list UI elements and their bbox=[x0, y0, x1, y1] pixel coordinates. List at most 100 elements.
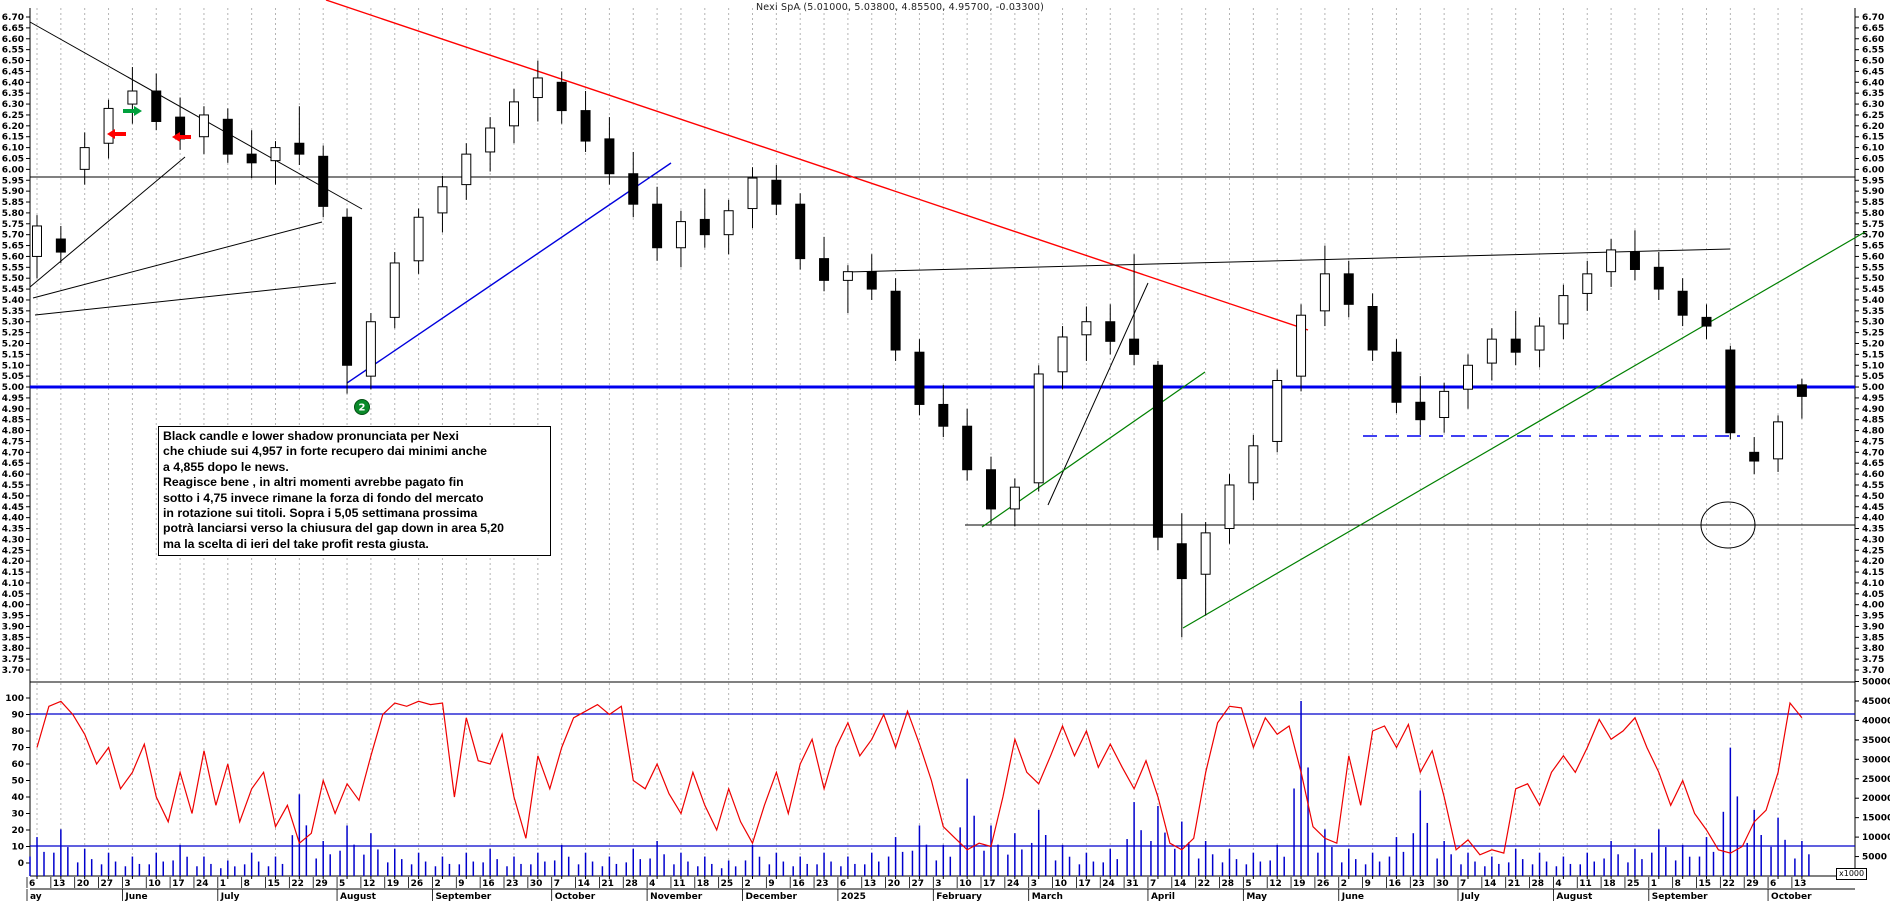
svg-text:4.45: 4.45 bbox=[2, 503, 24, 513]
month-label: March bbox=[1032, 892, 1063, 902]
candle-body bbox=[986, 469, 996, 510]
red-arrow-left bbox=[107, 129, 126, 139]
svg-text:20: 20 bbox=[77, 879, 90, 889]
svg-text:27: 27 bbox=[101, 879, 114, 889]
svg-text:26: 26 bbox=[411, 879, 424, 889]
candle-body bbox=[675, 221, 686, 249]
svg-text:6.60: 6.60 bbox=[1862, 35, 1884, 45]
svg-text:5.30: 5.30 bbox=[1862, 318, 1884, 328]
svg-text:6.45: 6.45 bbox=[2, 67, 24, 77]
svg-text:20000: 20000 bbox=[1862, 794, 1890, 804]
svg-text:5.85: 5.85 bbox=[1862, 198, 1884, 208]
svg-text:9: 9 bbox=[1365, 879, 1371, 889]
svg-text:3.85: 3.85 bbox=[2, 633, 24, 643]
svg-text:9: 9 bbox=[768, 879, 774, 889]
svg-text:4.35: 4.35 bbox=[2, 525, 24, 535]
svg-text:6.20: 6.20 bbox=[1862, 122, 1884, 132]
svg-text:3.70: 3.70 bbox=[1862, 666, 1884, 676]
svg-text:3.90: 3.90 bbox=[2, 622, 24, 632]
svg-text:4.55: 4.55 bbox=[2, 481, 24, 491]
svg-text:4.40: 4.40 bbox=[1862, 514, 1884, 524]
svg-text:6.55: 6.55 bbox=[2, 46, 24, 56]
month-label: May bbox=[1246, 892, 1267, 902]
candle-body bbox=[1796, 384, 1807, 397]
svg-text:13: 13 bbox=[1794, 879, 1807, 889]
svg-text:14: 14 bbox=[1174, 879, 1187, 889]
svg-text:3.80: 3.80 bbox=[1862, 644, 1884, 654]
blue-uptrend-aug24 bbox=[346, 162, 672, 384]
svg-text:4.35: 4.35 bbox=[1862, 525, 1884, 535]
svg-text:6.30: 6.30 bbox=[1862, 100, 1884, 110]
month-label: August bbox=[340, 892, 377, 902]
svg-text:6.30: 6.30 bbox=[2, 100, 24, 110]
candle-body bbox=[1200, 532, 1211, 575]
candle-body bbox=[699, 218, 710, 236]
svg-text:6.65: 6.65 bbox=[2, 24, 24, 34]
svg-text:22: 22 bbox=[291, 879, 304, 889]
svg-text:12: 12 bbox=[1269, 879, 1282, 889]
candle-body bbox=[151, 90, 162, 122]
svg-text:17: 17 bbox=[983, 879, 996, 889]
candle-body bbox=[1248, 445, 1259, 484]
svg-text:25: 25 bbox=[721, 879, 734, 889]
svg-text:10: 10 bbox=[959, 879, 972, 889]
svg-text:5.00: 5.00 bbox=[1862, 383, 1884, 393]
candle-body bbox=[1510, 338, 1521, 353]
svg-text:6.40: 6.40 bbox=[2, 78, 24, 88]
candle-body bbox=[1367, 305, 1378, 351]
candle-body bbox=[246, 153, 257, 164]
svg-text:3: 3 bbox=[1031, 879, 1037, 889]
svg-text:4.15: 4.15 bbox=[1862, 568, 1884, 578]
candle-body bbox=[509, 101, 519, 127]
event-marker-label: 2 bbox=[359, 403, 366, 414]
svg-text:11: 11 bbox=[673, 879, 686, 889]
svg-text:5.80: 5.80 bbox=[1862, 209, 1884, 219]
svg-text:4.40: 4.40 bbox=[2, 514, 24, 524]
red-long-downtrend bbox=[325, 0, 1309, 331]
svg-text:5.10: 5.10 bbox=[2, 361, 24, 371]
candle-body bbox=[79, 147, 90, 170]
candle-body bbox=[819, 258, 830, 281]
svg-text:7: 7 bbox=[554, 879, 560, 889]
oscillator-line bbox=[36, 700, 1803, 856]
svg-text:28: 28 bbox=[1222, 879, 1235, 889]
candle-body bbox=[1176, 543, 1187, 580]
svg-text:22: 22 bbox=[1198, 879, 1211, 889]
svg-text:4.20: 4.20 bbox=[2, 557, 24, 567]
svg-text:4.20: 4.20 bbox=[1862, 557, 1884, 567]
svg-text:20: 20 bbox=[888, 879, 901, 889]
x-axis: 6 13 20 27 3 10 17 24 1 8 15 22 29 5 12 19 26 2 9 16 23 30 7 14… bbox=[26, 876, 1812, 902]
svg-text:5.55: 5.55 bbox=[1862, 263, 1884, 273]
svg-text:10: 10 bbox=[11, 843, 24, 853]
svg-text:5.95: 5.95 bbox=[1862, 176, 1884, 186]
svg-text:25: 25 bbox=[1627, 879, 1640, 889]
svg-text:5.45: 5.45 bbox=[1862, 285, 1884, 295]
candle-body bbox=[1653, 266, 1664, 290]
svg-text:30: 30 bbox=[530, 879, 543, 889]
svg-text:6: 6 bbox=[1770, 879, 1776, 889]
month-label: April bbox=[1151, 892, 1175, 902]
svg-text:6.15: 6.15 bbox=[1862, 133, 1884, 143]
candle-body bbox=[1629, 251, 1640, 270]
svg-text:5.10: 5.10 bbox=[1862, 361, 1884, 371]
svg-text:5.95: 5.95 bbox=[2, 176, 24, 186]
svg-text:4.65: 4.65 bbox=[2, 459, 24, 469]
svg-text:4.80: 4.80 bbox=[1862, 427, 1884, 437]
svg-text:5.65: 5.65 bbox=[1862, 242, 1884, 252]
month-label: October bbox=[1771, 892, 1812, 902]
svg-text:8: 8 bbox=[1675, 879, 1681, 889]
svg-text:5.25: 5.25 bbox=[1862, 329, 1884, 339]
svg-text:8: 8 bbox=[244, 879, 250, 889]
candle-body bbox=[198, 114, 209, 138]
month-label: June bbox=[124, 892, 147, 902]
month-label: July bbox=[220, 892, 240, 902]
svg-text:3.95: 3.95 bbox=[1862, 612, 1884, 622]
svg-text:4.95: 4.95 bbox=[2, 394, 24, 404]
svg-text:4.05: 4.05 bbox=[2, 590, 24, 600]
month-label: November bbox=[650, 892, 703, 902]
svg-text:31: 31 bbox=[1126, 879, 1139, 889]
svg-text:26: 26 bbox=[1317, 879, 1330, 889]
svg-text:6.70: 6.70 bbox=[1862, 13, 1884, 23]
candle-body bbox=[270, 147, 281, 162]
svg-text:5.85: 5.85 bbox=[2, 198, 24, 208]
